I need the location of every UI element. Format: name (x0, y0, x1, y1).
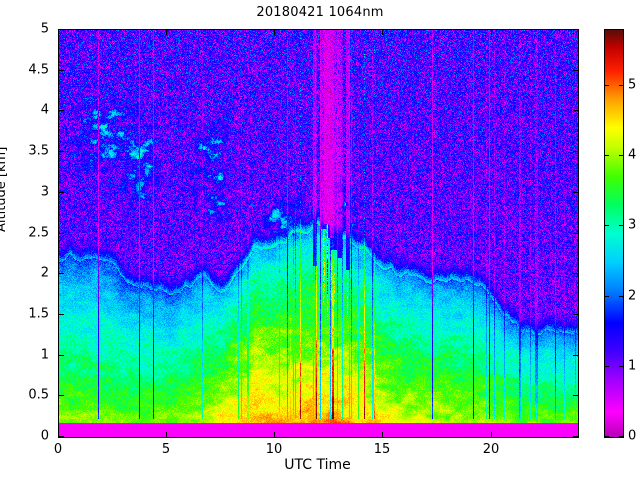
colorbar-tick-mark (605, 366, 609, 367)
x-tick-mark (491, 432, 492, 437)
x-tick-mark-top (58, 30, 59, 35)
colorbar-tick-label: 3 (628, 217, 637, 233)
colorbar-tick-label: 2 (628, 288, 637, 304)
x-tick-mark-top (274, 30, 275, 35)
x-tick-mark-top (382, 30, 383, 35)
x-tick-mark (382, 432, 383, 437)
y-tick-mark-right (573, 395, 578, 396)
page-title: 20180421 1064nm (256, 5, 384, 20)
colorbar-tick-label: 0 (628, 428, 637, 444)
y-tick-mark (59, 110, 64, 111)
y-tick-label: 4.5 (28, 62, 49, 78)
y-tick-mark (59, 151, 64, 152)
colorbar-tick-mark-right (619, 296, 623, 297)
x-tick-mark-top (491, 30, 492, 35)
x-tick-label: 15 (373, 442, 391, 457)
colorbar (604, 29, 624, 438)
y-tick-label: 4 (40, 102, 49, 118)
colorbar-tick-mark-right (619, 436, 623, 437)
y-tick-mark-right (573, 436, 578, 437)
y-tick-label: 3.5 (28, 143, 49, 159)
x-tick-label: 10 (265, 442, 283, 457)
heatmap-plot-area (58, 29, 579, 438)
y-tick-mark-right (573, 314, 578, 315)
y-tick-mark (59, 233, 64, 234)
y-tick-label: 0 (40, 428, 49, 444)
y-tick-label: 2 (40, 265, 49, 281)
x-tick-label: 20 (482, 442, 500, 457)
y-tick-mark-right (573, 233, 578, 234)
y-tick-label: 0.5 (28, 387, 49, 403)
x-tick-label: 0 (53, 442, 63, 457)
colorbar-tick-label: 4 (628, 147, 637, 163)
x-tick-mark (58, 432, 59, 437)
x-tick-mark (274, 432, 275, 437)
y-tick-label: 2.5 (28, 225, 49, 241)
colorbar-tick-mark (605, 436, 609, 437)
colorbar-tick-mark (605, 85, 609, 86)
lidar-backscatter-heatmap (59, 30, 578, 437)
x-tick-mark (166, 432, 167, 437)
y-tick-mark (59, 436, 64, 437)
x-tick-label: 5 (161, 442, 171, 457)
y-tick-mark (59, 314, 64, 315)
y-tick-label: 1 (40, 347, 49, 363)
y-tick-mark-right (573, 355, 578, 356)
x-tick-mark-top (166, 30, 167, 35)
y-tick-mark (59, 395, 64, 396)
y-tick-label: 3 (40, 184, 49, 200)
y-axis-label: Altitude [km] (0, 146, 9, 232)
colorbar-tick-label: 5 (628, 77, 637, 93)
colorbar-tick-mark (605, 296, 609, 297)
y-tick-mark-right (573, 151, 578, 152)
y-tick-mark-right (573, 70, 578, 71)
y-tick-mark (59, 192, 64, 193)
colorbar-tick-mark-right (619, 155, 623, 156)
colorbar-tick-mark-right (619, 85, 623, 86)
y-tick-mark-right (573, 110, 578, 111)
colorbar-tick-mark (605, 225, 609, 226)
y-tick-label: 1.5 (28, 306, 49, 322)
colorbar-tick-mark-right (619, 366, 623, 367)
y-tick-mark (59, 273, 64, 274)
y-tick-label: 5 (40, 21, 49, 37)
colorbar-tick-label: 1 (628, 358, 637, 374)
y-tick-mark-right (573, 192, 578, 193)
y-tick-mark (59, 355, 64, 356)
colorbar-tick-mark-right (619, 225, 623, 226)
y-tick-mark-right (573, 273, 578, 274)
x-axis-label: UTC Time (284, 457, 351, 473)
y-tick-mark (59, 70, 64, 71)
y-tick-mark (59, 29, 64, 30)
colorbar-tick-mark (605, 155, 609, 156)
y-tick-mark-right (573, 29, 578, 30)
colorbar-gradient (605, 30, 623, 437)
